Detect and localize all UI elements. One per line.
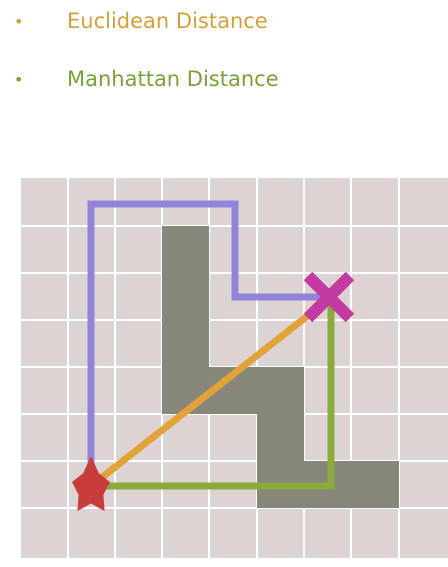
obstacle-wall <box>162 226 399 508</box>
bullet-icon: • <box>14 70 24 89</box>
manhattan-distance-path <box>91 298 335 490</box>
euclidean-distance-path <box>87 295 333 490</box>
legend-label-euclidean: Euclidean Distance <box>67 9 268 33</box>
bullet-icon: • <box>14 12 24 31</box>
legend-item-manhattan: • Manhattan Distance <box>0 64 448 94</box>
legend-label-manhattan: Manhattan Distance <box>67 67 279 91</box>
legend-item-euclidean: • Euclidean Distance <box>0 6 448 36</box>
goal-x-icon <box>303 271 355 323</box>
start-star-icon <box>72 456 110 512</box>
blocked-route-path <box>87 200 329 486</box>
